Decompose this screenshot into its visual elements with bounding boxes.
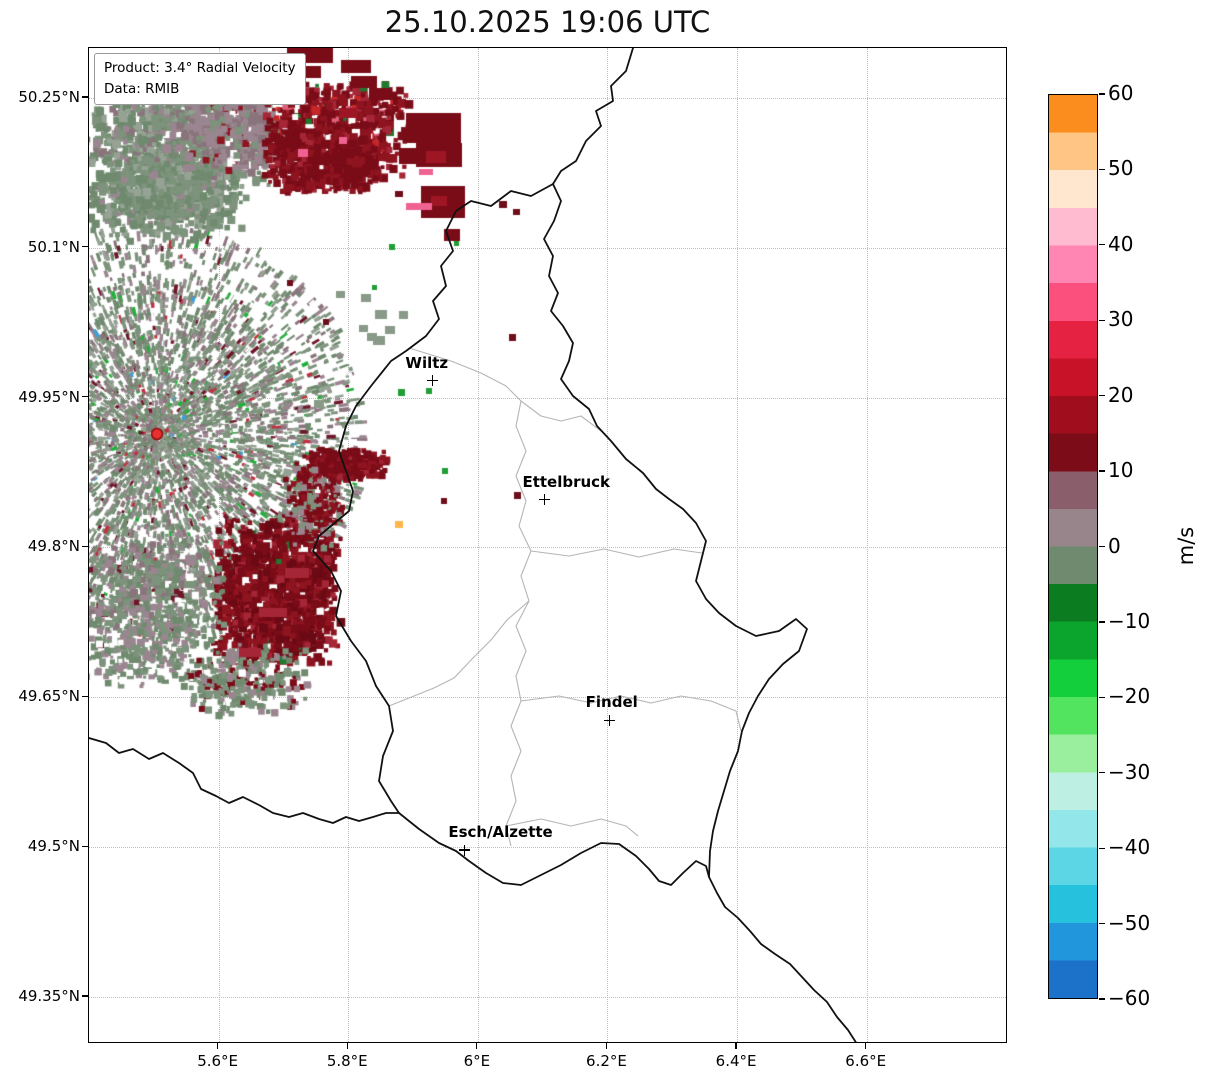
colorbar-tick <box>1099 168 1105 170</box>
map-borders <box>89 48 857 1042</box>
x-axis-tick-label: 6.2°E <box>586 1052 627 1070</box>
y-axis-tick-label: 49.65°N <box>18 687 80 706</box>
colorbar-tick <box>1099 93 1105 95</box>
x-axis-tick <box>865 1043 867 1049</box>
y-axis-tick <box>82 246 88 248</box>
y-axis-tick <box>82 96 88 98</box>
city-marker <box>538 494 550 506</box>
map-plot-area: Product: 3.4° Radial Velocity Data: RMIB <box>88 47 1007 1043</box>
legend-box: Product: 3.4° Radial Velocity Data: RMIB <box>94 53 306 105</box>
colorbar-tick <box>1099 847 1105 849</box>
figure-title: 25.10.2025 19:06 UTC <box>384 5 711 39</box>
y-axis-tick-label: 50.1°N <box>27 237 80 256</box>
x-axis-tick-label: 6.6°E <box>845 1052 887 1070</box>
colorbar-tick <box>1099 621 1105 623</box>
colorbar-tick-label: −60 <box>1108 986 1151 1010</box>
colorbar-unit-label: m/s <box>1174 526 1198 566</box>
y-axis-tick-label: 49.95°N <box>18 387 80 406</box>
x-axis-tick-label: 5.8°E <box>326 1052 368 1070</box>
country-border-path <box>312 183 554 814</box>
colorbar-tick <box>1099 922 1105 925</box>
country-border-path <box>552 48 634 185</box>
colorbar-tick <box>1099 244 1105 246</box>
district-border-path <box>505 818 639 837</box>
colorbar-tick <box>1099 395 1105 397</box>
x-axis-tick-label: 5.6°E <box>197 1052 239 1070</box>
y-axis-tick-label: 49.35°N <box>18 987 80 1006</box>
district-border-path <box>530 548 703 558</box>
colorbar-tick <box>1099 772 1105 774</box>
colorbar-tick-label: 0 <box>1108 533 1121 558</box>
country-border-path <box>398 812 710 886</box>
country-border-path <box>89 737 400 824</box>
y-axis-tick <box>82 695 88 697</box>
y-axis-tick-label: 49.8°N <box>27 537 80 556</box>
colorbar-tick-label: −30 <box>1108 759 1151 784</box>
x-axis-tick <box>346 1043 348 1049</box>
city-label: Findel <box>585 693 638 712</box>
colorbar-tick-label: −50 <box>1108 910 1151 935</box>
x-axis-tick <box>217 1043 219 1049</box>
colorbar-tick-label: 40 <box>1108 231 1134 256</box>
y-axis-tick-label: 50.25°N <box>18 87 80 106</box>
legend-product-line: Product: 3.4° Radial Velocity <box>104 60 296 76</box>
colorbar-tick-label: 10 <box>1108 458 1134 483</box>
radar-echo-canvas <box>89 48 1006 1042</box>
city-marker <box>427 375 439 387</box>
colorbar-tick-label: −40 <box>1108 835 1151 860</box>
y-axis-tick <box>82 396 88 398</box>
district-border-path <box>388 600 530 707</box>
colorbar-tick-label: −10 <box>1108 608 1151 633</box>
colorbar <box>1048 94 1098 999</box>
y-axis-tick <box>82 845 88 847</box>
colorbar-tick <box>1099 696 1105 698</box>
colorbar-gradient <box>1049 95 1097 998</box>
y-axis-tick-label: 49.5°N <box>27 837 80 856</box>
legend-data-source-line: Data: RMIB <box>104 80 180 97</box>
colorbar-tick <box>1099 998 1105 1000</box>
district-border-path <box>520 695 742 732</box>
y-axis-tick <box>82 545 88 548</box>
colorbar-tick-label: 20 <box>1108 382 1134 407</box>
colorbar-tick-label: 60 <box>1108 81 1134 105</box>
city-label: Wiltz <box>405 353 449 372</box>
city-label: Esch/Alzette <box>448 823 553 842</box>
city-marker <box>459 844 471 856</box>
city-label: Ettelbruck <box>522 472 611 491</box>
colorbar-tick <box>1099 545 1105 548</box>
x-axis-tick-label: 6°E <box>463 1052 491 1070</box>
city-marker <box>604 714 616 726</box>
colorbar-tick-label: −20 <box>1108 684 1151 709</box>
colorbar-tick-label: 30 <box>1108 307 1134 332</box>
colorbar-tick <box>1099 470 1105 472</box>
x-axis-tick-label: 6.4°E <box>715 1052 757 1070</box>
district-border-path <box>505 400 532 847</box>
colorbar-tick <box>1099 319 1105 321</box>
x-axis-tick <box>735 1043 737 1049</box>
country-border-path <box>543 183 857 1042</box>
colorbar-tick-label: 50 <box>1108 156 1134 181</box>
x-axis-tick <box>476 1043 478 1049</box>
x-axis-tick <box>605 1043 608 1049</box>
y-axis-tick <box>82 995 88 997</box>
